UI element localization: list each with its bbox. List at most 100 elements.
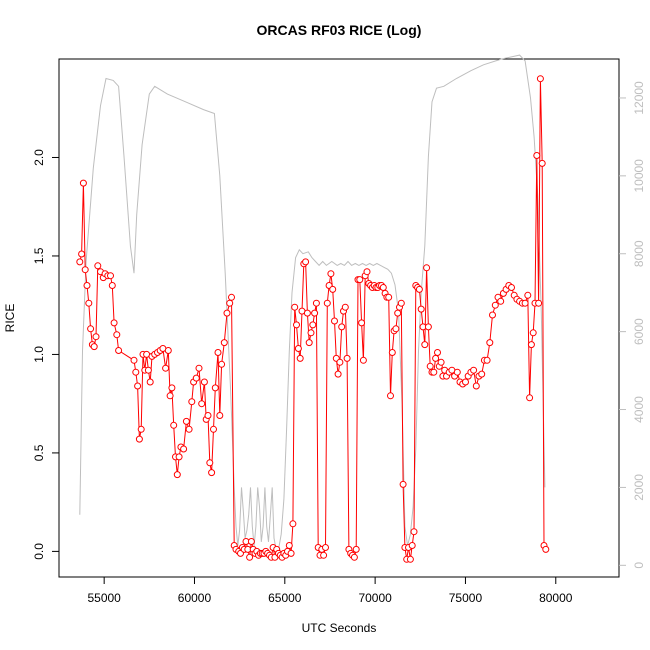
rice-point [135, 435, 143, 443]
rice-point [305, 339, 313, 347]
rice-point [524, 291, 532, 299]
rice-point [220, 339, 228, 347]
x-axis-label: UTC Seconds [302, 621, 377, 635]
rice-point [521, 299, 529, 307]
rice-point [329, 285, 337, 293]
rice-point [399, 480, 407, 488]
rice-point [491, 301, 499, 309]
rice-point [358, 319, 366, 327]
y2-tick-label: 6000 [632, 318, 646, 345]
rice-point [293, 321, 300, 329]
rice-point [385, 293, 393, 301]
rice-point [536, 75, 544, 83]
rice-point [170, 421, 178, 429]
rice-point [350, 553, 358, 561]
y-tick-label: 0.5 [32, 444, 46, 461]
bottom-axis: 55000 60000 65000 70000 75000 80000 [87, 577, 573, 605]
altitude-series [79, 54, 546, 551]
rice-point [343, 354, 351, 362]
rice-point [87, 325, 95, 333]
rice-point [334, 370, 342, 378]
rice-point [192, 374, 200, 382]
rice-point [146, 378, 154, 386]
rice-point [327, 270, 335, 278]
rice-point [359, 356, 367, 364]
rice-point [421, 341, 429, 349]
rice-point [312, 299, 320, 307]
rice-point [323, 299, 331, 307]
rice-point [168, 384, 176, 392]
rice-point [430, 368, 438, 376]
rice-point [470, 366, 478, 374]
rice-point [185, 425, 193, 433]
y2-tick-label: 2000 [632, 474, 646, 501]
rice-point [309, 321, 317, 329]
y2-tick-label: 4000 [632, 396, 646, 423]
rice-point [338, 323, 346, 331]
x-tick-label: 70000 [358, 591, 392, 605]
rice-point [387, 392, 394, 400]
rice-point [423, 264, 431, 272]
rice-point [198, 400, 206, 408]
y-tick-label: 1.5 [32, 247, 46, 264]
rice-point [296, 354, 304, 362]
rice-point [208, 469, 216, 477]
rice-point [486, 339, 494, 347]
rice-point [311, 309, 319, 317]
rice-point [424, 323, 432, 331]
altitude-line [79, 54, 546, 551]
rice-point [164, 347, 172, 354]
rice-point [356, 276, 364, 284]
rice-point [132, 368, 140, 376]
rice-point [538, 159, 546, 167]
rice-point [90, 343, 98, 351]
rice-point [113, 331, 121, 339]
rice-point [302, 258, 310, 266]
rice-point [130, 356, 138, 364]
rice-point [322, 544, 329, 551]
x-tick-label: 75000 [449, 591, 483, 605]
rice-point [94, 262, 102, 270]
rice-point [542, 545, 550, 553]
rice-point [85, 299, 93, 307]
rice-point [107, 272, 114, 280]
rice-point [210, 425, 217, 433]
rice-point [92, 333, 100, 341]
rice-point [497, 297, 505, 305]
rice-point [78, 250, 86, 258]
y-axis-label: RICE [3, 304, 17, 333]
rice-point [175, 453, 183, 461]
rice-line [79, 78, 547, 560]
rice-point [363, 268, 371, 276]
rice-point [426, 362, 434, 370]
rice-point [341, 303, 349, 311]
rice-point [462, 378, 469, 386]
rice-point [397, 299, 405, 307]
rice-point [307, 329, 315, 337]
rice-point [246, 553, 254, 561]
right-axis: 0 2000 4000 6000 8000 10000 12000 [619, 81, 646, 569]
rice-point [417, 305, 425, 313]
rice-point [392, 325, 400, 333]
rice-point [529, 329, 537, 337]
rice-point [195, 364, 203, 372]
rice-point [352, 545, 360, 553]
rice-point [137, 425, 145, 433]
rice-point [294, 345, 302, 352]
rice-point [162, 364, 170, 372]
rice-series [76, 75, 550, 563]
rice-point [226, 299, 234, 307]
rice-point [228, 293, 235, 301]
rice-point [110, 319, 118, 327]
chart-title: ORCAS RF03 RICE (Log) [257, 22, 422, 38]
rice-point [472, 382, 480, 390]
rice-point [432, 354, 440, 362]
rice-point [83, 282, 91, 289]
y2-tick-label: 12000 [632, 81, 646, 115]
plot-frame [58, 58, 620, 578]
rice-point [379, 284, 387, 291]
rice-point [182, 417, 190, 425]
rice-point [291, 303, 299, 311]
rice-point [453, 368, 461, 376]
